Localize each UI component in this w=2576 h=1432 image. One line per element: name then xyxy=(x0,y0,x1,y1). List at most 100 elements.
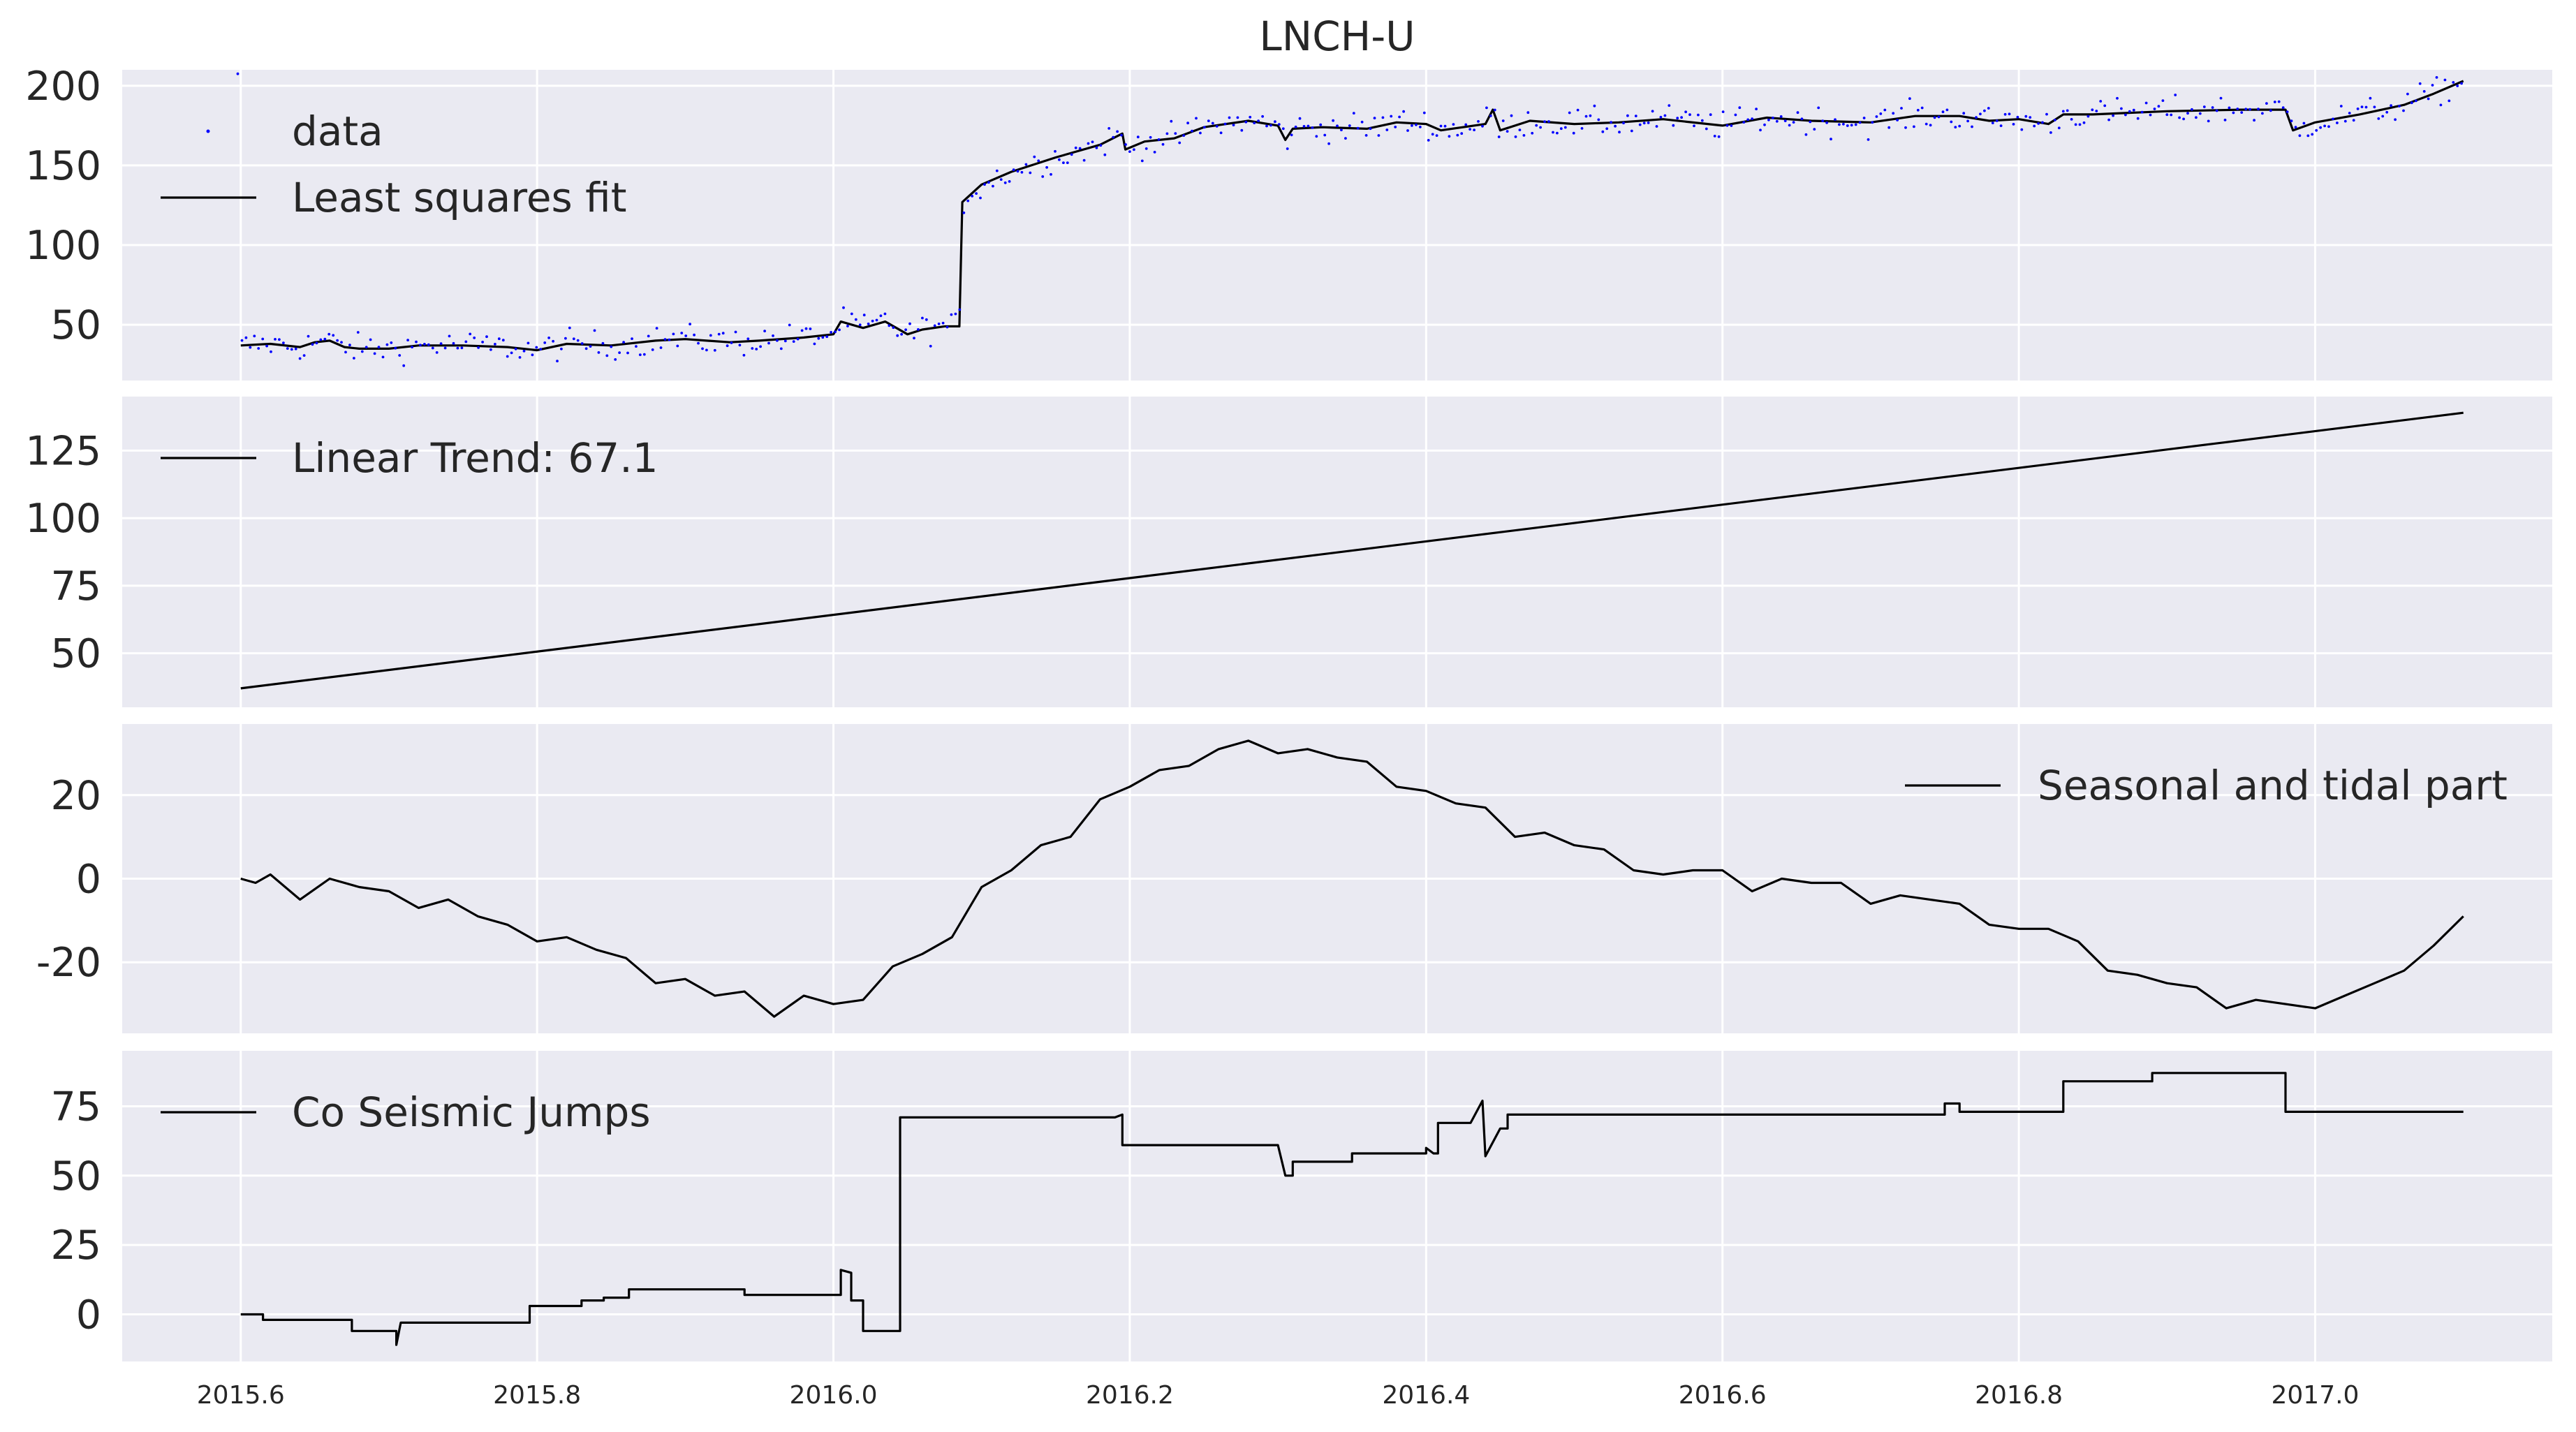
data-point xyxy=(589,345,592,348)
y-tick-label: 50 xyxy=(50,1153,101,1200)
data-point xyxy=(1552,131,1554,134)
data-point xyxy=(1422,111,1426,115)
data-point xyxy=(1469,128,1472,131)
data-point xyxy=(788,323,791,327)
y-tick-label: 75 xyxy=(50,1084,101,1130)
data-point xyxy=(2343,119,2347,123)
data-point xyxy=(1896,119,1899,121)
data-point xyxy=(2211,106,2214,109)
data-point xyxy=(1966,119,1970,123)
data-point xyxy=(1879,112,1883,115)
data-point xyxy=(431,346,434,350)
data-point xyxy=(1991,121,1994,125)
data-point xyxy=(1987,107,1990,110)
data-point xyxy=(1356,126,1360,130)
data-point xyxy=(2406,92,2409,96)
data-point xyxy=(2120,107,2123,110)
data-point xyxy=(2410,101,2413,105)
data-point xyxy=(647,334,650,338)
data-point xyxy=(1763,123,1766,126)
data-point xyxy=(1195,117,1198,120)
data-point xyxy=(713,348,716,352)
data-point xyxy=(2029,116,2032,119)
data-point xyxy=(1140,159,1144,163)
data-point xyxy=(705,348,708,352)
data-point xyxy=(1157,138,1161,141)
data-point xyxy=(2352,119,2355,122)
data-point xyxy=(2003,112,2007,116)
data-point xyxy=(1003,181,1007,184)
data-point xyxy=(2281,106,2285,110)
data-point xyxy=(1958,124,1962,128)
data-point xyxy=(1257,119,1260,123)
data-point xyxy=(659,346,663,349)
data-point xyxy=(1730,124,1733,127)
data-point xyxy=(821,336,825,339)
data-point xyxy=(1207,119,1210,123)
data-point xyxy=(1249,115,1252,119)
data-point xyxy=(1286,147,1289,150)
legend-label: Linear Trend: 67.1 xyxy=(292,434,658,482)
data-point xyxy=(340,341,343,344)
data-point xyxy=(1900,107,1903,110)
data-point xyxy=(701,347,704,350)
data-point xyxy=(717,332,721,336)
data-point xyxy=(240,339,244,342)
data-point xyxy=(1626,114,1629,117)
data-point xyxy=(1821,119,1825,123)
data-point xyxy=(481,341,484,344)
data-point xyxy=(1842,122,1845,126)
data-point xyxy=(2385,110,2389,114)
data-point xyxy=(1933,116,1936,119)
data-point xyxy=(663,338,667,341)
data-point xyxy=(850,312,853,316)
data-point xyxy=(1755,108,1758,111)
data-point xyxy=(1920,106,1924,110)
data-point xyxy=(2008,112,2011,116)
data-point xyxy=(1746,118,1750,121)
x-tick-label: 2016.8 xyxy=(1975,1381,2063,1410)
data-point xyxy=(344,350,347,354)
data-point xyxy=(282,341,285,344)
data-point xyxy=(1215,125,1219,128)
data-point xyxy=(1568,111,1571,115)
data-point xyxy=(1149,135,1152,139)
data-point xyxy=(846,325,849,327)
data-point xyxy=(1850,124,1853,127)
data-point xyxy=(2257,108,2260,111)
data-point xyxy=(1531,131,1534,135)
data-point xyxy=(2253,119,2256,122)
data-point xyxy=(402,364,406,367)
data-point xyxy=(1415,123,1418,126)
data-point xyxy=(1526,111,1530,115)
data-point xyxy=(1261,115,1264,118)
data-point xyxy=(1522,134,1526,137)
data-point xyxy=(1941,110,1945,114)
x-tick-label: 2017.0 xyxy=(2272,1381,2360,1410)
data-point xyxy=(1360,120,1364,124)
data-point xyxy=(2422,90,2426,93)
data-point xyxy=(439,342,443,345)
data-point xyxy=(1435,134,1438,138)
data-point xyxy=(755,348,758,350)
data-point xyxy=(1058,158,1061,161)
data-point xyxy=(369,338,372,341)
data-point xyxy=(992,184,994,188)
data-point xyxy=(1178,141,1182,145)
data-point xyxy=(2149,113,2152,117)
y-tick-label: 150 xyxy=(25,143,101,189)
data-point xyxy=(945,325,949,329)
data-point xyxy=(875,318,878,322)
data-point xyxy=(601,341,605,345)
data-point xyxy=(1950,120,1953,124)
data-point xyxy=(249,346,252,349)
data-point xyxy=(941,321,945,325)
data-point xyxy=(336,339,339,342)
data-point xyxy=(1834,118,1837,121)
data-point xyxy=(1751,117,1754,121)
data-point xyxy=(1862,117,1866,119)
data-point xyxy=(1008,180,1011,183)
y-tick-label: 20 xyxy=(50,773,101,819)
data-point xyxy=(2082,121,2086,124)
x-tick-label: 2015.6 xyxy=(197,1381,285,1410)
